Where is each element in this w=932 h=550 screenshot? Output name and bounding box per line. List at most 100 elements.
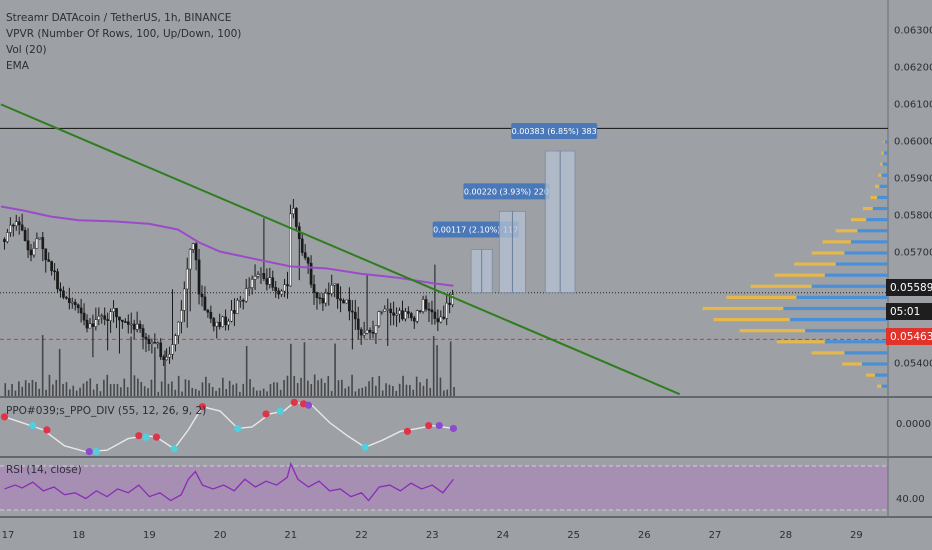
candle-body bbox=[209, 311, 213, 319]
volume-bar bbox=[218, 387, 221, 396]
volume-bar bbox=[368, 381, 370, 396]
volume-bar bbox=[310, 384, 313, 396]
candle-body bbox=[351, 310, 354, 313]
vpvr-bar-up bbox=[881, 173, 888, 177]
vpvr-bar-down bbox=[877, 384, 882, 388]
volume-bar bbox=[375, 385, 377, 396]
y-tick-label: 0.06100 bbox=[894, 100, 932, 111]
volume-bar bbox=[235, 383, 238, 396]
vpvr-bar-up bbox=[783, 306, 888, 311]
candle-body bbox=[180, 310, 183, 323]
volume-bar bbox=[283, 380, 285, 396]
candle-body bbox=[103, 315, 107, 320]
legend-title: Streamr DATAcoin / TetherUS, 1h, BINANCE bbox=[6, 12, 232, 24]
volume-bar bbox=[341, 379, 343, 396]
volume-bar bbox=[130, 336, 132, 396]
candle-body bbox=[427, 308, 431, 311]
candle-body bbox=[9, 224, 12, 233]
candle-body bbox=[333, 283, 337, 286]
ppo-divergence-dot bbox=[403, 427, 412, 435]
candle-body bbox=[26, 240, 30, 251]
volume-bar bbox=[405, 384, 408, 396]
vpvr-bar-up bbox=[874, 373, 888, 377]
vpvr-bar-up bbox=[824, 273, 888, 277]
ppo-divergence-dot bbox=[262, 410, 270, 418]
candle-body bbox=[374, 325, 378, 334]
last-price-tag: 0.05589 bbox=[886, 279, 932, 296]
y-tick-label: 0.05900 bbox=[894, 174, 932, 185]
candle-body bbox=[283, 284, 286, 292]
candle-body bbox=[97, 316, 101, 320]
volume-bar bbox=[103, 379, 105, 396]
candle-body bbox=[277, 290, 280, 295]
volume-bar bbox=[208, 383, 211, 396]
candle-body bbox=[121, 319, 124, 322]
x-tick-label: 18 bbox=[72, 530, 85, 541]
volume-bar bbox=[116, 383, 119, 396]
candle-body bbox=[35, 238, 39, 249]
candle-body bbox=[62, 290, 65, 298]
candle-body bbox=[227, 320, 230, 326]
volume-bar bbox=[126, 387, 129, 396]
vpvr-bar-down bbox=[850, 218, 867, 222]
candle-body bbox=[236, 300, 239, 314]
volume-bar bbox=[228, 380, 231, 396]
candle-body bbox=[153, 342, 157, 344]
volume-bar bbox=[58, 348, 61, 396]
ppo-divergence-dot bbox=[170, 445, 178, 453]
volume-bar bbox=[256, 390, 258, 396]
volume-bar bbox=[453, 387, 455, 396]
candle-body bbox=[356, 318, 360, 330]
x-tick-label: 23 bbox=[426, 530, 439, 541]
volume-bar bbox=[62, 383, 64, 396]
candle-body bbox=[448, 302, 451, 305]
candle-body bbox=[294, 208, 298, 227]
candle-body bbox=[268, 277, 272, 285]
candle-body bbox=[244, 288, 248, 302]
vpvr-bar-down bbox=[866, 373, 875, 377]
legend-vol: Vol (20) bbox=[6, 44, 47, 56]
x-tick-label: 25 bbox=[567, 530, 580, 541]
ppo-divergence-dot bbox=[304, 401, 313, 409]
candle-body bbox=[206, 310, 210, 313]
candle-body bbox=[109, 311, 112, 321]
candle-body bbox=[241, 300, 245, 302]
volume-bar bbox=[82, 383, 85, 396]
vpvr-bar-up bbox=[850, 240, 888, 244]
vpvr-bar-down bbox=[794, 262, 836, 266]
vpvr-bar-down bbox=[739, 329, 806, 333]
candle-body bbox=[56, 271, 59, 290]
volume-bar bbox=[320, 378, 323, 396]
candle-body bbox=[312, 284, 316, 293]
volume-bar bbox=[293, 376, 296, 396]
vpvr-bar-down bbox=[776, 340, 825, 344]
candle-body bbox=[345, 299, 348, 304]
red-level-tag: 0.05463 bbox=[886, 328, 932, 345]
volume-bar bbox=[412, 389, 415, 396]
candle-body bbox=[70, 301, 74, 304]
candle-body bbox=[303, 252, 307, 259]
candle-body bbox=[76, 304, 80, 309]
volume-bar bbox=[188, 380, 190, 396]
candle-body bbox=[168, 353, 171, 358]
candle-body bbox=[53, 270, 56, 273]
volume-bar bbox=[351, 374, 353, 396]
volume-bar bbox=[364, 386, 367, 396]
volume-bar bbox=[436, 345, 438, 396]
candle-body bbox=[174, 335, 177, 345]
candle-body bbox=[118, 316, 121, 321]
candle-body bbox=[171, 344, 174, 355]
volume-bar bbox=[164, 350, 166, 396]
trendline[interactable] bbox=[0, 103, 681, 396]
candle-body bbox=[265, 278, 269, 285]
x-tick-label: 19 bbox=[143, 530, 156, 541]
candle-body bbox=[371, 331, 375, 334]
volume-bar bbox=[334, 343, 336, 396]
volume-bar bbox=[279, 389, 282, 396]
vpvr-bar-up bbox=[881, 384, 888, 388]
candle-body bbox=[253, 276, 257, 280]
ppo-pane-label: PPO#039;s_PPO_DIV (55, 12, 26, 9, 2) bbox=[6, 405, 207, 417]
vpvr-bar-down bbox=[874, 184, 880, 188]
candle-body bbox=[182, 288, 186, 311]
